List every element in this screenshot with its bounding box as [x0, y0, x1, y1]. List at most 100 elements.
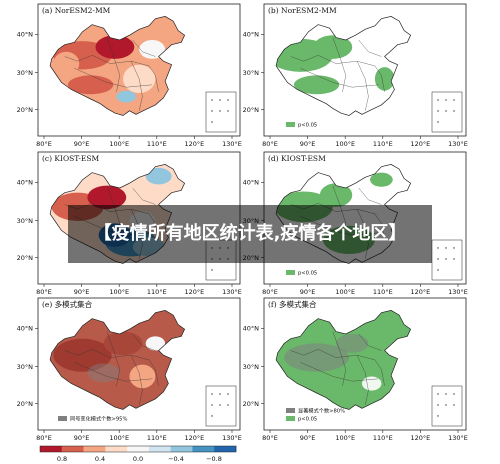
colorbar-tick-label: −0.4	[168, 455, 184, 463]
x-tick-label: 90°E	[300, 288, 316, 296]
value-patch	[361, 376, 382, 391]
island-mark	[437, 269, 439, 271]
legend-swatch-gray	[58, 416, 67, 421]
y-tick-label: 40°N	[243, 31, 260, 39]
island-mark	[445, 110, 447, 112]
colorbar-segment	[83, 446, 106, 452]
y-tick-label: 40°N	[17, 31, 34, 39]
legend-swatch-green	[286, 270, 295, 275]
x-tick-label: 130°E	[448, 434, 468, 442]
x-tick-label: 80°E	[262, 140, 278, 148]
x-tick-label: 80°E	[36, 140, 52, 148]
x-tick-label: 100°E	[335, 140, 355, 148]
value-patch	[129, 364, 156, 389]
value-patch	[53, 51, 80, 76]
province-boundary	[130, 61, 143, 111]
value-patch	[53, 338, 112, 372]
island-mark	[445, 393, 447, 395]
island-mark	[445, 258, 447, 260]
x-tick-label: 90°E	[300, 434, 316, 442]
island-mark	[453, 247, 455, 249]
province-boundary	[92, 55, 149, 67]
colorbar-segment	[214, 446, 237, 452]
south-china-sea-inset	[431, 239, 463, 281]
x-tick-label: 130°E	[448, 288, 468, 296]
island-mark	[219, 110, 221, 112]
south-china-sea-inset	[205, 91, 237, 133]
island-mark	[227, 404, 229, 406]
x-tick-label: 100°E	[109, 434, 129, 442]
value-patch	[145, 167, 172, 185]
x-tick-label: 90°E	[300, 140, 316, 148]
x-tick-label: 110°E	[373, 140, 393, 148]
island-mark	[445, 99, 447, 101]
y-tick-label: 20°N	[17, 106, 34, 114]
island-mark	[437, 110, 439, 112]
y-tick-label: 30°N	[17, 363, 34, 371]
province-boundary	[106, 331, 120, 386]
value-patch	[293, 75, 340, 95]
x-tick-label: 90°E	[74, 288, 90, 296]
province-boundary	[132, 333, 156, 351]
colorbar-segment	[192, 446, 215, 452]
panel-label: (c) KIOST-ESM	[42, 154, 99, 163]
china-outline	[49, 310, 186, 410]
value-patch	[87, 185, 127, 210]
panel-label: (f) 多模式集合	[268, 299, 317, 309]
province-boundary	[300, 68, 379, 88]
province-boundary	[318, 349, 375, 361]
province-boundary	[332, 331, 346, 386]
value-patch	[336, 333, 369, 353]
province-boundary	[332, 37, 346, 92]
value-patch	[67, 75, 114, 95]
colorbar-tick-label: −0.8	[206, 455, 222, 463]
legend-label-gray: 显著模式个数>80%	[298, 407, 345, 415]
province-boundary	[290, 349, 319, 356]
island-mark	[437, 247, 439, 249]
province-boundary	[356, 61, 369, 111]
colorbar-tick-label: 0.8	[57, 455, 67, 463]
province-boundary	[374, 359, 385, 386]
x-tick-label: 130°E	[222, 140, 242, 148]
province-boundary	[300, 362, 379, 382]
value-patches	[53, 331, 166, 389]
island-mark	[453, 258, 455, 260]
china-outline	[275, 310, 412, 410]
x-tick-label: 80°E	[36, 288, 52, 296]
x-tick-label: 100°E	[109, 140, 129, 148]
x-tick-label: 110°E	[147, 434, 167, 442]
colorbar-segment	[170, 446, 193, 452]
value-patch	[116, 90, 136, 103]
island-mark	[211, 269, 213, 271]
island-mark	[437, 99, 439, 101]
province-boundary	[148, 65, 159, 92]
value-patch	[103, 331, 143, 356]
province-boundary	[374, 65, 385, 92]
colorbar: 0.8 0.4 0.0 −0.4 −0.8	[39, 445, 237, 463]
x-tick-label: 120°E	[411, 140, 431, 148]
legend-swatch-green	[286, 122, 295, 127]
panel-label: (a) NorESM2-MM	[42, 6, 111, 15]
island-mark	[227, 99, 229, 101]
province-boundary	[358, 333, 382, 351]
value-patch	[145, 336, 166, 351]
value-patch	[284, 343, 349, 372]
x-tick-label: 90°E	[74, 140, 90, 148]
island-mark	[453, 404, 455, 406]
province-boundary	[290, 55, 319, 62]
y-tick-label: 40°N	[243, 325, 260, 333]
island-mark	[219, 393, 221, 395]
x-tick-label: 110°E	[147, 288, 167, 296]
colorbar-frame	[39, 445, 237, 453]
x-tick-label: 100°E	[335, 434, 355, 442]
island-mark	[437, 415, 439, 417]
island-mark	[437, 404, 439, 406]
x-tick-label: 90°E	[74, 434, 90, 442]
y-tick-label: 20°N	[243, 400, 260, 408]
x-tick-label: 120°E	[411, 288, 431, 296]
province-boundary	[132, 39, 156, 57]
legend-label: p<0.05	[298, 123, 317, 129]
colorbar-segment	[61, 446, 84, 452]
value-patch	[374, 67, 395, 91]
value-patch	[139, 39, 166, 59]
